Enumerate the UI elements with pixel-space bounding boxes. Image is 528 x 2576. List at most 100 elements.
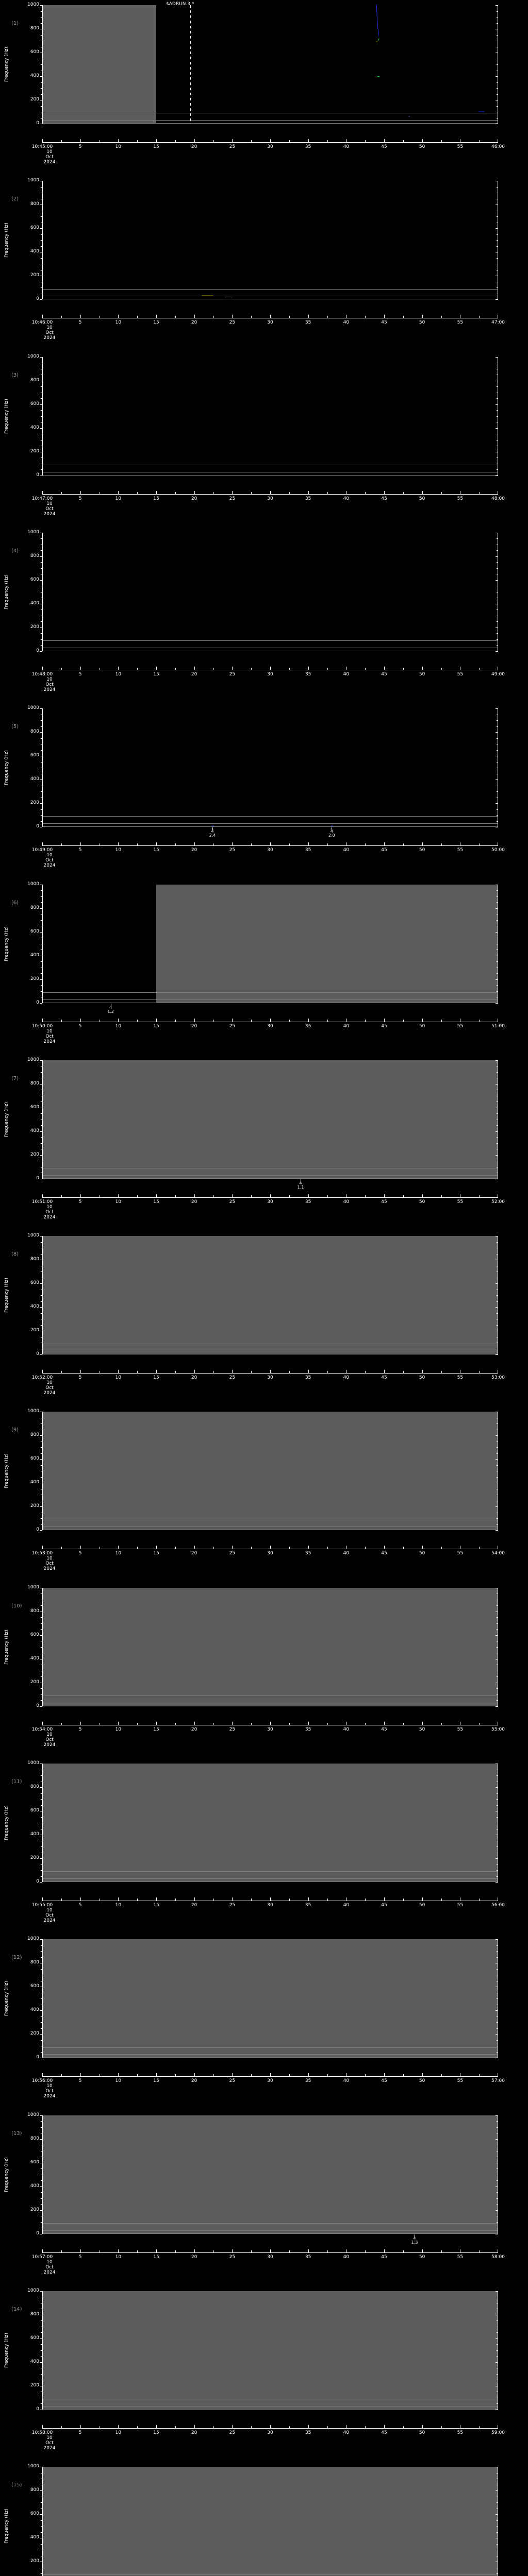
y-tick-right [497, 815, 498, 816]
x-tick-minor [289, 140, 290, 142]
y-tick-minor [41, 920, 42, 921]
annotation-value: 2.4 [209, 833, 216, 838]
x-tick-minor [137, 492, 138, 494]
y-tick-minor [41, 2520, 42, 2521]
x-tick-label: 55 [457, 1199, 464, 1205]
x-tick-label: 55 [457, 144, 464, 149]
y-tick-minor [41, 538, 42, 539]
x-tick-minor [289, 1019, 290, 1022]
x-tick-major [156, 842, 157, 846]
y-tick-label: 600 [30, 1808, 39, 1813]
date-month: Oct [45, 506, 54, 512]
x-tick-major [194, 842, 195, 846]
spectrogram-panel[interactable]: (2) Frequency (Hz) 0 200 400 600 800 1000 10:46:… [0, 177, 528, 352]
spectrogram-panel[interactable]: (6) Frequency (Hz) 0 200 400 600 800 1000 4 1.2 10… [0, 880, 528, 1056]
y-axis-spine [42, 181, 43, 300]
spectrogram-panel[interactable]: (1) Frequency (Hz) 0 200 400 600 800 1000 10:45:… [0, 1, 528, 177]
date-year: 2024 [43, 160, 56, 165]
x-tick-minor [251, 140, 252, 142]
y-tick-label: 0 [36, 121, 39, 126]
y-tick-right [496, 428, 498, 429]
y-tick-right [497, 2356, 498, 2357]
spectrogram-panel[interactable]: (15)Frequency (Hz)0200400600800100041.61… [0, 2463, 528, 2576]
date-day: 10 [46, 2083, 53, 2089]
y-tick-right [497, 1957, 498, 1958]
y-tick-label: 200 [30, 976, 39, 981]
y-tick-right [497, 1688, 498, 1689]
x-axis-date: 10 Oct 2024 [44, 1732, 56, 1748]
data-coverage-shading [42, 2115, 498, 2234]
y-tick-right [496, 2139, 498, 2140]
date-year: 2024 [43, 1214, 56, 1220]
x-tick-major [42, 842, 43, 846]
plot-canvas [42, 357, 498, 476]
y-tick-right [497, 2016, 498, 2017]
reference-line [42, 2054, 498, 2055]
y-tick-minor [41, 1969, 42, 1970]
y-tick-label: 0 [36, 824, 39, 829]
y-tick-minor [41, 1423, 42, 1425]
x-tick-label: 10 [115, 2078, 122, 2084]
x-tick-major [118, 315, 119, 318]
spectrogram-panel[interactable]: (3) Frequency (Hz) 0 200 400 600 800 1000 10:47:… [0, 353, 528, 529]
y-tick-right [497, 991, 498, 992]
x-tick-label: 10 [115, 320, 122, 326]
spectrogram-panel[interactable]: (11) Frequency (Hz) 0 200 400 600 800 1000 10:55… [0, 1759, 528, 1935]
y-tick-label: 0 [36, 2055, 39, 2060]
y-tick-right [497, 1465, 498, 1466]
date-year: 2024 [43, 1566, 56, 1572]
spectrogram-panel[interactable]: (9) Frequency (Hz) 0 200 400 600 800 1000 10:53:… [0, 1408, 528, 1583]
spectrogram-panel[interactable]: (14) Frequency (Hz) 0 200 400 600 800 1000 10:58… [0, 2287, 528, 2463]
y-tick-right [496, 1530, 498, 1531]
x-tick-minor [289, 1722, 290, 1725]
baseline [42, 2057, 498, 2058]
x-axis-end-time: 52:00 [491, 1199, 505, 1205]
y-tick-right [496, 908, 498, 909]
x-tick-major [308, 1018, 309, 1022]
y-tick-minor [41, 1617, 42, 1618]
x-tick-major [422, 315, 423, 318]
spectrogram-panel[interactable]: (8) Frequency (Hz) 0 200 400 600 800 1000 10:52:… [0, 1232, 528, 1408]
x-tick-minor [365, 316, 366, 318]
spectrogram-panel[interactable]: (5) Frequency (Hz) 0 200 400 600 800 1000 4 2.4 4 2… [0, 704, 528, 880]
x-tick-label: 55 [457, 2430, 464, 2435]
y-tick-minor [41, 1817, 42, 1818]
x-tick-label: 55 [457, 1375, 464, 1381]
x-axis-start-time: 10:55:00 [31, 1903, 53, 1908]
x-axis-start-time: 10:58:00 [31, 2430, 53, 2435]
x-axis-start-time: 10:57:00 [31, 2254, 53, 2260]
y-tick-minor [41, 2344, 42, 2345]
plot-canvas [42, 1236, 498, 1355]
spectrogram-panel[interactable]: (12) Frequency (Hz) 0 200 400 600 800 1000 10:56… [0, 1935, 528, 2111]
spectrogram-panel[interactable]: (4) Frequency (Hz) 0 200 400 600 800 1000 10:48:… [0, 529, 528, 704]
x-tick-minor [479, 1019, 480, 1022]
spectrogram-panel[interactable]: (10) Frequency (Hz) 0 200 400 600 800 1000 10:54… [0, 1584, 528, 1759]
y-tick-label: 600 [30, 2335, 39, 2341]
x-tick-minor [403, 140, 404, 142]
x-tick-label: 55 [457, 496, 464, 501]
x-tick-label: 30 [267, 848, 273, 853]
y-tick-label: 800 [30, 729, 39, 735]
y-tick-label: 600 [30, 1280, 39, 1286]
date-day: 10 [46, 1556, 53, 1562]
x-tick-major [194, 1546, 195, 1549]
spectrogram-panel[interactable]: (13) Frequency (Hz) 0 200 400 600 800 1000 4 1.3 1… [0, 2111, 528, 2287]
spectrogram-panel[interactable]: (7) Frequency (Hz) 0 200 400 600 800 1000 4 1.1 10… [0, 1056, 528, 1232]
x-tick-label: 25 [229, 1375, 236, 1381]
y-tick-major [40, 1530, 42, 1531]
